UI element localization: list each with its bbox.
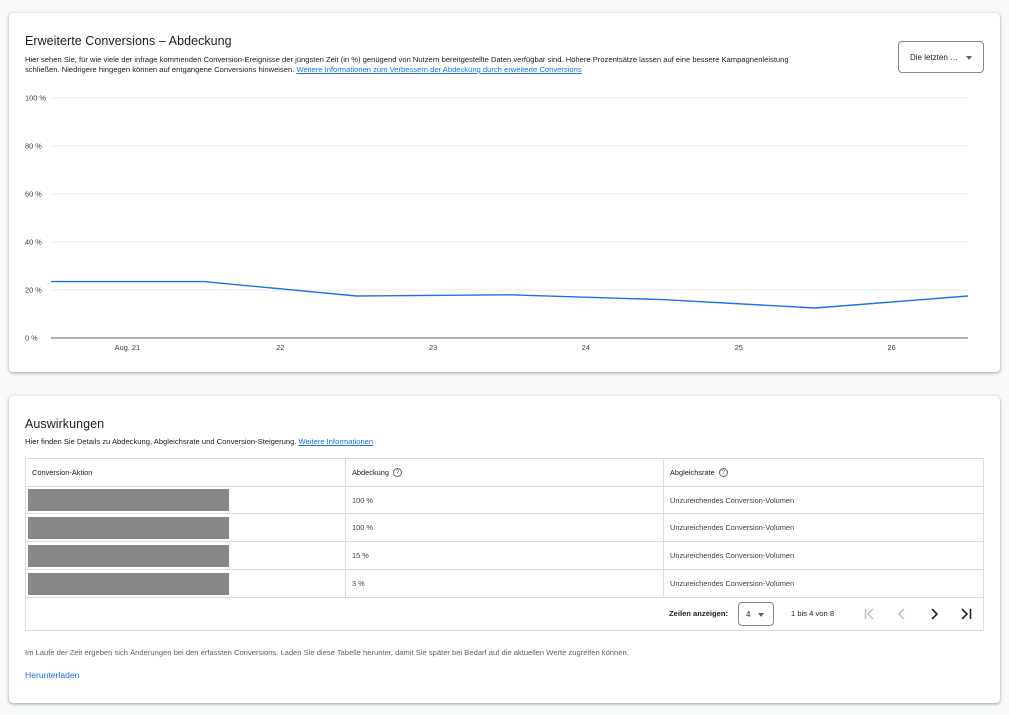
redacted-conversion-name <box>28 489 229 511</box>
x-tick-label: 24 <box>582 343 590 352</box>
coverage-description-line2: schließen. Niedrigere hingegen können au… <box>25 65 297 74</box>
table-row: 100 % Unzureichendes Conversion-Volumen <box>26 514 983 542</box>
match-rate-cell: Unzureichendes Conversion-Volumen <box>663 514 983 541</box>
coverage-line-chart: 0 % 20 % 40 % 60 % 80 % 100 % Aug. 21 22 23 24 25 2… <box>25 94 969 352</box>
match-rate-cell: Unzureichendes Conversion-Volumen <box>663 542 983 569</box>
arrow-drop-down-icon <box>758 613 764 617</box>
match-rate-cell: Unzureichendes Conversion-Volumen <box>663 570 983 597</box>
date-range-value: Die letzten … <box>910 52 959 62</box>
table-header-row: Conversion-Aktion Abdeckung? Abgleichsra… <box>26 459 983 487</box>
x-tick-label: Aug. 21 <box>115 343 140 352</box>
coverage-description-line1: Hier sehen Sie, für wie viele der infrag… <box>25 55 789 64</box>
conversion-action-cell <box>26 570 345 597</box>
coverage-cell: 100 % <box>345 514 663 541</box>
coverage-cell: 100 % <box>345 487 663 513</box>
column-header-match-rate[interactable]: Abgleichsrate? <box>663 459 983 486</box>
match-rate-cell: Unzureichendes Conversion-Volumen <box>663 487 983 513</box>
x-tick-label: 22 <box>276 343 284 352</box>
table-row: 15 % Unzureichendes Conversion-Volumen <box>26 542 983 570</box>
y-tick-label: 40 % <box>25 238 42 247</box>
coverage-cell: 15 % <box>345 542 663 569</box>
date-range-dropdown[interactable]: Die letzten … <box>898 41 984 73</box>
download-button[interactable]: Herunterladen <box>25 670 80 680</box>
conversion-action-cell <box>26 487 345 513</box>
coverage-card: Erweiterte Conversions – Abdeckung Hier … <box>9 13 1000 372</box>
rows-per-page-dropdown[interactable]: 4 <box>738 602 774 626</box>
impact-card: Auswirkungen Hier finden Sie Details zu … <box>9 396 1000 703</box>
x-tick-label: 26 <box>887 343 895 352</box>
x-tick-label: 25 <box>735 343 743 352</box>
impact-learn-more-link[interactable]: Weitere Informationen <box>298 437 374 446</box>
x-tick-label: 23 <box>429 343 437 352</box>
arrow-drop-down-icon <box>966 56 972 60</box>
table-pagination: Zeilen anzeigen: 4 1 bis 4 von 8 <box>26 598 983 630</box>
coverage-learn-more-link[interactable]: Weitere Informationen zum Verbessern der… <box>296 65 582 74</box>
column-header-label: Conversion-Aktion <box>32 468 93 477</box>
table-row: 3 % Unzureichendes Conversion-Volumen <box>26 570 983 598</box>
coverage-cell: 3 % <box>345 570 663 597</box>
pagination-range: 1 bis 4 von 8 <box>791 609 835 618</box>
conversion-table: Conversion-Aktion Abdeckung? Abgleichsra… <box>25 458 984 631</box>
impact-description: Hier finden Sie Details zu Abdeckung, Ab… <box>25 437 373 447</box>
redacted-conversion-name <box>28 572 229 595</box>
redacted-conversion-name <box>28 544 229 567</box>
table-change-note: Im Laufe der Zeit ergeben sich Änderunge… <box>25 648 629 657</box>
y-tick-label: 20 % <box>25 286 42 295</box>
conversion-action-cell <box>26 514 345 541</box>
coverage-title: Erweiterte Conversions – Abdeckung <box>25 34 232 48</box>
first-page-icon[interactable] <box>862 606 878 622</box>
chevron-right-icon[interactable] <box>926 606 942 622</box>
y-tick-label: 60 % <box>25 190 42 199</box>
column-header-label: Abdeckung <box>352 468 389 477</box>
impact-title: Auswirkungen <box>25 417 105 431</box>
conversion-action-cell <box>26 542 345 569</box>
y-tick-label: 0 % <box>25 334 38 343</box>
column-header-conversion-action[interactable]: Conversion-Aktion <box>26 459 345 486</box>
y-tick-label: 100 % <box>25 94 46 103</box>
help-circle-icon[interactable]: ? <box>392 468 402 477</box>
table-row: 100 % Unzureichendes Conversion-Volumen <box>26 487 983 514</box>
y-tick-label: 80 % <box>25 142 42 151</box>
last-page-icon[interactable] <box>958 606 974 622</box>
rows-per-page-label: Zeilen anzeigen: <box>669 609 729 618</box>
chevron-left-icon[interactable] <box>894 606 910 622</box>
help-circle-icon[interactable]: ? <box>718 468 728 477</box>
coverage-description: Hier sehen Sie, für wie viele der infrag… <box>25 55 895 75</box>
impact-description-text: Hier finden Sie Details zu Abdeckung, Ab… <box>25 437 299 446</box>
column-header-label: Abgleichsrate <box>670 468 715 477</box>
redacted-conversion-name <box>28 516 229 539</box>
column-header-coverage[interactable]: Abdeckung? <box>345 459 663 486</box>
rows-per-page-value: 4 <box>746 609 751 619</box>
